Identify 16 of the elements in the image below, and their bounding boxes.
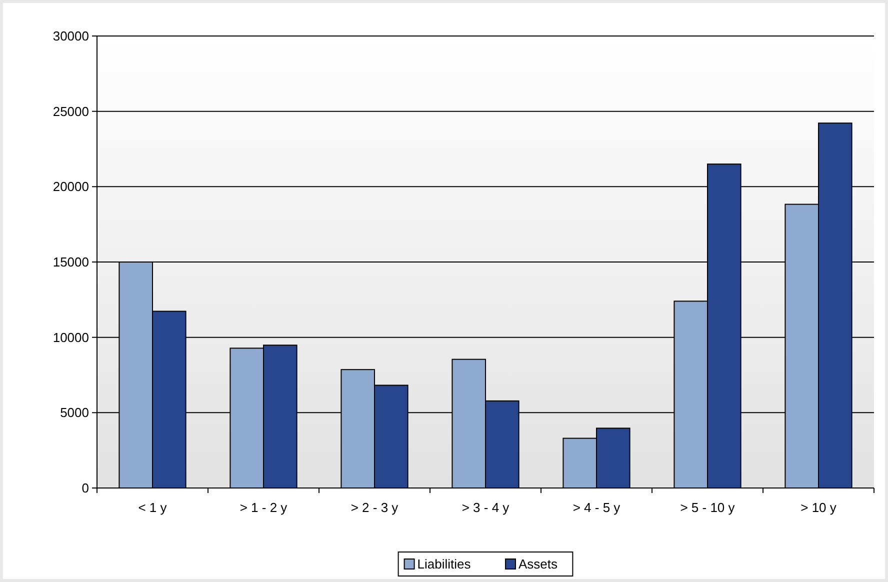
- y-tick-label: 25000: [52, 104, 89, 119]
- y-tick-label: 10000: [52, 330, 89, 345]
- x-tick-label: < 1 y: [138, 500, 168, 515]
- y-tick-label: 0: [82, 480, 89, 496]
- x-tick-label: > 4 - 5 y: [572, 500, 621, 515]
- y-tick-label: 30000: [52, 28, 89, 44]
- y-tick-label: 20000: [52, 179, 89, 194]
- x-tick-label: > 3 - 4 y: [462, 500, 510, 515]
- legend-label: Assets: [518, 556, 558, 572]
- y-tick-label: 15000: [52, 254, 89, 270]
- x-tick-label: > 5 - 10 y: [680, 500, 736, 515]
- x-tick-label: > 1 - 2 y: [240, 500, 288, 515]
- x-tick-label: > 10 y: [800, 500, 837, 515]
- y-tick-label: 5000: [60, 405, 89, 420]
- legend-label: Liabilities: [417, 556, 472, 572]
- x-tick-label: > 2 - 3 y: [350, 500, 399, 515]
